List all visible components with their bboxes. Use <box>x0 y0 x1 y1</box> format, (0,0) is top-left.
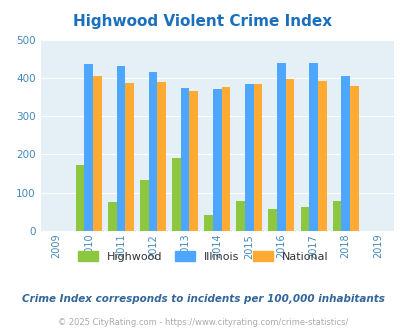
Text: © 2025 CityRating.com - https://www.cityrating.com/crime-statistics/: © 2025 CityRating.com - https://www.city… <box>58 318 347 327</box>
Bar <box>140 181 148 231</box>
Bar <box>268 209 277 231</box>
Bar <box>180 88 189 231</box>
Bar <box>172 158 180 231</box>
Bar <box>116 66 125 231</box>
Bar <box>76 165 84 231</box>
Bar <box>221 87 230 231</box>
Bar <box>125 83 134 231</box>
Bar <box>236 201 244 231</box>
Bar <box>84 64 93 231</box>
Bar <box>341 76 349 231</box>
Bar <box>204 215 212 231</box>
Bar <box>108 202 116 231</box>
Text: Highwood Violent Crime Index: Highwood Violent Crime Index <box>73 14 332 29</box>
Bar <box>148 72 157 231</box>
Bar <box>157 82 166 231</box>
Bar <box>300 207 309 231</box>
Bar <box>317 81 326 231</box>
Bar <box>189 90 198 231</box>
Legend: Highwood, Illinois, National: Highwood, Illinois, National <box>73 247 332 267</box>
Bar <box>93 76 102 231</box>
Bar <box>244 84 253 231</box>
Text: Crime Index corresponds to incidents per 100,000 inhabitants: Crime Index corresponds to incidents per… <box>21 294 384 304</box>
Bar <box>309 63 317 231</box>
Bar <box>212 89 221 231</box>
Bar <box>285 79 294 231</box>
Bar <box>253 84 262 231</box>
Bar <box>277 63 285 231</box>
Bar <box>349 85 358 231</box>
Bar <box>332 201 341 231</box>
